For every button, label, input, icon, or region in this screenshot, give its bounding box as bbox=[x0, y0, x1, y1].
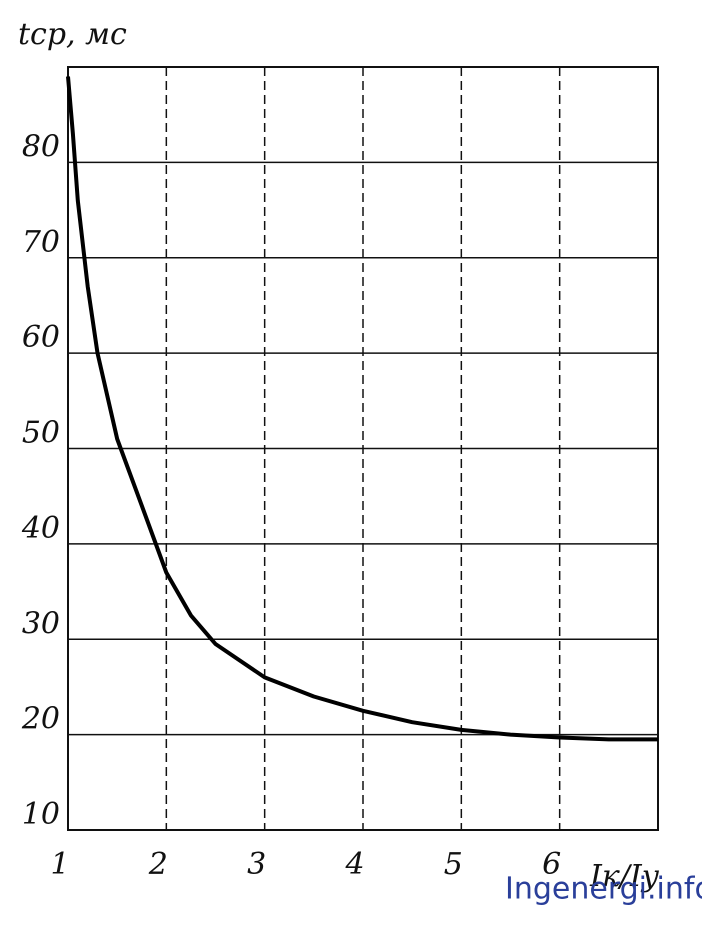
x-tick-label: 2 bbox=[148, 847, 168, 882]
x-tick-label: 3 bbox=[247, 847, 266, 882]
x-tick-label: 5 bbox=[444, 847, 463, 882]
y-tick-label: 60 bbox=[22, 320, 60, 355]
y-tick-label: 40 bbox=[21, 511, 60, 546]
watermark: Ingenergi.info bbox=[505, 872, 702, 907]
x-tick-label: 4 bbox=[344, 847, 364, 882]
y-tick-label: 70 bbox=[22, 225, 60, 260]
curve bbox=[66, 76, 658, 742]
y-tick-label: 80 bbox=[22, 129, 60, 164]
y-tick-label: 10 bbox=[22, 797, 60, 832]
y-tick-label: 50 bbox=[22, 416, 60, 451]
x-tick-label: 6 bbox=[542, 847, 561, 882]
y-tick-label: 30 bbox=[22, 606, 60, 641]
x-axis-label: Iк/Iу bbox=[589, 859, 660, 894]
y-tick-label: 20 bbox=[21, 702, 60, 737]
y-axis-label: tср, мс bbox=[18, 17, 127, 52]
x-tick-label: 1 bbox=[50, 847, 69, 882]
